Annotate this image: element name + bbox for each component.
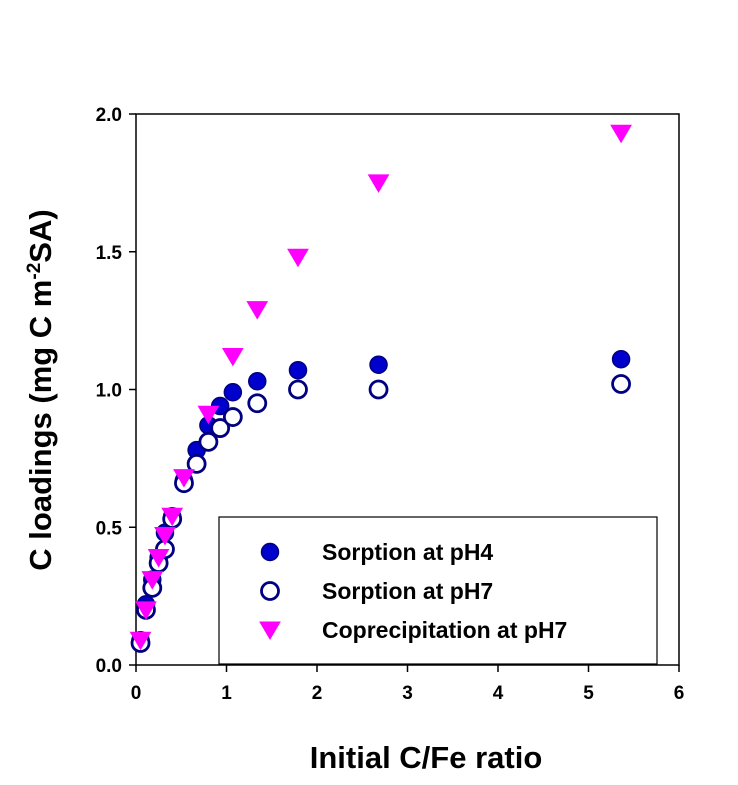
data-point [197, 405, 220, 425]
x-tick-label: 6 [674, 683, 685, 704]
data-point [610, 124, 632, 144]
y-tick-label: 1.5 [96, 243, 123, 264]
x-tick-label: 0 [131, 683, 142, 704]
data-point [288, 379, 308, 400]
data-point [248, 371, 267, 391]
legend: Sorption at pH4 Sorption at pH7 Coprecipit… [218, 516, 658, 665]
y-axis-title: C loadings (mg C m-2SA) [23, 209, 58, 570]
x-tick-label: 5 [583, 683, 594, 704]
data-point [288, 360, 308, 380]
series-3 [129, 124, 632, 651]
data-point [135, 601, 157, 620]
data-point [246, 301, 269, 320]
data-point [368, 379, 389, 400]
y-tick-label: 2.0 [96, 105, 122, 126]
y-axis: 0.0 0.5 1.0 1.5 2.0 [96, 105, 136, 677]
data-point [221, 347, 244, 367]
y-axis-title-sup: -2 [24, 263, 45, 280]
data-point [210, 418, 231, 438]
y-tick-label: 1.0 [96, 381, 122, 402]
data-point [161, 507, 184, 527]
x-tick-label: 4 [493, 683, 504, 704]
data-point [223, 383, 243, 402]
legend-marker [259, 621, 281, 640]
data-point [186, 453, 207, 474]
y-axis-title-main: C loadings (mg C m [23, 280, 58, 571]
data-points [129, 124, 632, 653]
data-point [198, 431, 219, 452]
data-point [369, 355, 388, 374]
data-point [141, 571, 164, 590]
legend-marker [260, 581, 280, 601]
legend-label: Coprecipitation at pH7 [322, 617, 567, 643]
data-point [247, 393, 268, 414]
x-axis-title: Initial C/Fe ratio [310, 740, 543, 775]
data-point [147, 549, 170, 568]
legend-label: Sorption at pH7 [322, 578, 493, 604]
data-point [129, 631, 152, 651]
data-point [611, 349, 631, 369]
legend-box [218, 516, 658, 665]
data-point [287, 248, 309, 268]
x-tick-label: 1 [221, 683, 232, 704]
x-tick-label: 3 [402, 683, 413, 704]
x-axis: 0 1 2 3 4 5 6 [131, 665, 685, 704]
legend-marker [260, 542, 280, 562]
y-tick-label: 0.0 [96, 656, 122, 677]
data-point [154, 527, 176, 546]
legend-label: Sorption at pH4 [322, 539, 493, 565]
data-point [611, 374, 631, 394]
y-axis-title-end: SA) [23, 209, 58, 262]
data-point [222, 407, 243, 427]
y-tick-label: 0.5 [96, 518, 123, 539]
data-point [367, 174, 390, 193]
data-point [173, 469, 195, 488]
x-tick-label: 2 [312, 683, 323, 704]
